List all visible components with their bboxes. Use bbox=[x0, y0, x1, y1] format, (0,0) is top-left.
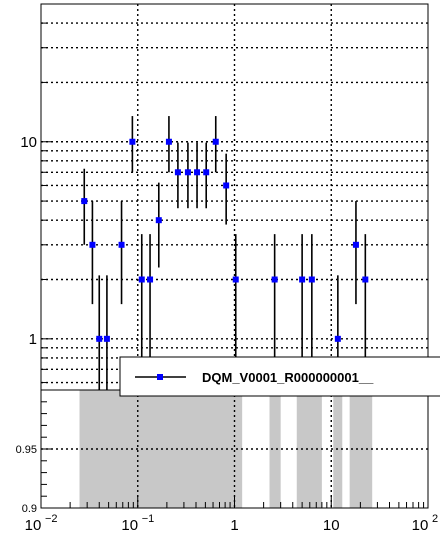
legend-entry: DQM_V0001_R000000001__ bbox=[202, 370, 374, 385]
xtick-label-base-4: 10 bbox=[412, 517, 429, 534]
data-point-8 bbox=[155, 217, 162, 224]
data-points bbox=[81, 138, 369, 342]
data-point-18 bbox=[299, 276, 306, 283]
error-bars bbox=[83, 116, 367, 390]
data-point-19 bbox=[308, 276, 315, 283]
ytick-label-bottom-1: 0.95 bbox=[16, 444, 37, 456]
grid-lines bbox=[41, 4, 428, 508]
data-point-21 bbox=[352, 241, 359, 248]
data-point-15 bbox=[223, 182, 230, 189]
data-point-9 bbox=[165, 138, 172, 145]
data-point-11 bbox=[184, 169, 191, 176]
data-point-10 bbox=[174, 169, 181, 176]
data-point-13 bbox=[203, 169, 210, 176]
ytick-label-top-0: 1 bbox=[29, 331, 37, 348]
xtick-label-4: 10 2 bbox=[412, 513, 438, 534]
data-point-22 bbox=[362, 276, 369, 283]
data-point-6 bbox=[138, 276, 145, 283]
legend: DQM_V0001_R000000001__ bbox=[119, 356, 440, 397]
data-point-1 bbox=[89, 241, 96, 248]
axis-ticks bbox=[40, 22, 429, 509]
band-2 bbox=[296, 390, 322, 508]
data-point-0 bbox=[81, 198, 88, 205]
data-point-3 bbox=[103, 335, 110, 342]
xtick-label-2: 1 bbox=[230, 517, 238, 534]
ytick-label-bottom-0: 0.9 bbox=[22, 503, 37, 515]
band-1 bbox=[269, 390, 281, 508]
data-point-7 bbox=[147, 276, 154, 283]
legend-marker bbox=[157, 374, 163, 380]
xtick-label-exp-1: −1 bbox=[142, 513, 155, 525]
data-point-12 bbox=[194, 169, 201, 176]
data-point-20 bbox=[334, 335, 341, 342]
xtick-label-base-1: 10 bbox=[121, 517, 138, 534]
band-4 bbox=[349, 390, 373, 508]
data-point-2 bbox=[96, 335, 103, 342]
ytick-label-top-1: 10 bbox=[20, 134, 37, 151]
xtick-label-3: 10 bbox=[323, 517, 340, 534]
data-point-16 bbox=[232, 276, 239, 283]
data-point-4 bbox=[118, 241, 125, 248]
xtick-label-exp-4: 2 bbox=[432, 513, 438, 525]
efficiency-bands bbox=[79, 390, 373, 508]
data-point-17 bbox=[271, 276, 278, 283]
xtick-label-base-0: 10 bbox=[25, 517, 42, 534]
xtick-label-exp-0: −2 bbox=[45, 513, 58, 525]
data-point-5 bbox=[129, 138, 136, 145]
xtick-label-1: 10 −1 bbox=[121, 513, 154, 534]
xtick-label-0: 10 −2 bbox=[25, 513, 58, 534]
data-point-14 bbox=[212, 138, 219, 145]
